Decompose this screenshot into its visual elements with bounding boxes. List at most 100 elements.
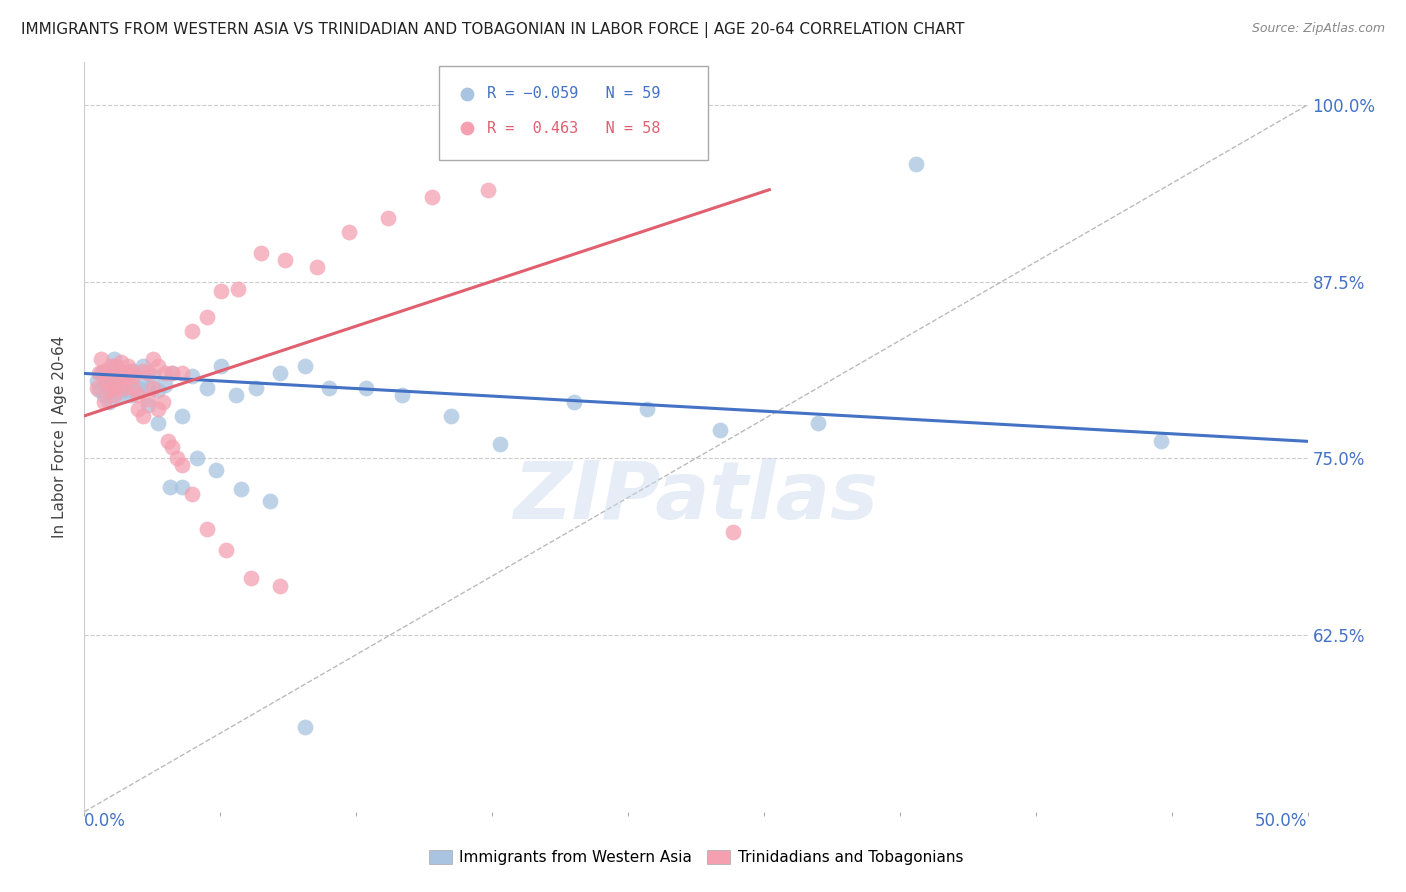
Point <box>172 409 194 423</box>
Point <box>105 359 128 374</box>
Point <box>127 381 149 395</box>
Point <box>156 434 179 449</box>
Point <box>166 451 188 466</box>
Point <box>90 367 112 381</box>
Point <box>162 367 184 381</box>
Text: R = −0.059   N = 59: R = −0.059 N = 59 <box>486 87 661 102</box>
Point <box>146 359 169 374</box>
Point <box>239 571 262 585</box>
Point <box>172 458 194 473</box>
Point <box>274 253 297 268</box>
Point <box>136 367 159 381</box>
Point <box>839 157 862 171</box>
Point <box>305 260 328 275</box>
Point <box>117 369 139 384</box>
Point <box>132 409 155 423</box>
Text: 50.0%: 50.0% <box>1256 812 1308 830</box>
Point <box>122 381 145 395</box>
Text: 0.0%: 0.0% <box>84 812 127 830</box>
Point <box>181 324 204 338</box>
Point <box>146 401 169 416</box>
Point <box>377 211 399 225</box>
Point <box>229 483 252 497</box>
Point <box>117 359 139 374</box>
Point <box>93 367 115 381</box>
Point <box>440 409 463 423</box>
Point <box>122 369 145 384</box>
Point <box>136 398 159 412</box>
Point <box>215 543 238 558</box>
Point <box>209 285 232 299</box>
Point <box>228 282 250 296</box>
Point <box>1150 434 1173 449</box>
Point <box>225 387 247 401</box>
Point <box>120 387 142 401</box>
Point <box>162 440 184 454</box>
Point <box>181 486 204 500</box>
Point <box>162 367 184 381</box>
Point <box>159 479 181 493</box>
Point <box>209 359 232 374</box>
Point <box>97 384 120 398</box>
Point <box>186 451 208 466</box>
Point <box>132 364 155 378</box>
Point <box>195 522 218 536</box>
Point <box>103 387 125 401</box>
Point <box>294 359 316 374</box>
Legend: Immigrants from Western Asia, Trinidadians and Tobagonians: Immigrants from Western Asia, Trinidadia… <box>422 844 970 871</box>
Point <box>110 367 132 381</box>
Point <box>132 359 155 374</box>
Point <box>136 392 159 406</box>
Point <box>87 367 110 381</box>
Point <box>107 387 129 401</box>
Point <box>142 369 165 384</box>
Point <box>120 364 142 378</box>
Point <box>337 225 360 239</box>
Point <box>86 381 108 395</box>
Point <box>87 384 110 398</box>
Point <box>90 352 112 367</box>
Point <box>146 384 169 398</box>
Point <box>153 367 176 381</box>
Point <box>636 401 658 416</box>
Point <box>122 364 145 378</box>
Point <box>905 157 928 171</box>
Point <box>153 377 176 392</box>
Point <box>103 352 125 367</box>
Point <box>172 479 194 493</box>
Point <box>172 367 194 381</box>
Point <box>152 394 174 409</box>
Point <box>117 369 139 384</box>
Text: ZIPatlas: ZIPatlas <box>513 458 879 536</box>
Point <box>107 384 129 399</box>
Point <box>269 578 291 592</box>
Point <box>93 387 115 401</box>
Point <box>294 720 316 734</box>
Text: IMMIGRANTS FROM WESTERN ASIA VS TRINIDADIAN AND TOBAGONIAN IN LABOR FORCE | AGE : IMMIGRANTS FROM WESTERN ASIA VS TRINIDAD… <box>21 22 965 38</box>
Point <box>112 381 135 395</box>
Point <box>100 359 122 374</box>
Point <box>142 352 165 367</box>
Point <box>112 374 135 388</box>
Point <box>112 367 135 381</box>
Point <box>318 381 340 395</box>
Point <box>205 462 228 476</box>
Point <box>269 367 291 381</box>
Point <box>115 381 138 395</box>
Point <box>86 374 108 388</box>
Point <box>112 367 135 381</box>
Y-axis label: In Labor Force | Age 20-64: In Labor Force | Age 20-64 <box>52 336 69 538</box>
FancyBboxPatch shape <box>439 66 709 160</box>
Point <box>97 369 120 384</box>
Point <box>195 381 218 395</box>
Point <box>142 381 165 395</box>
Point <box>354 381 377 395</box>
Point <box>146 416 169 430</box>
Point <box>93 394 115 409</box>
Point <box>93 364 115 378</box>
Point <box>96 374 118 388</box>
Point <box>709 423 731 437</box>
Point <box>420 190 443 204</box>
Point <box>105 376 128 391</box>
Point <box>195 310 218 324</box>
